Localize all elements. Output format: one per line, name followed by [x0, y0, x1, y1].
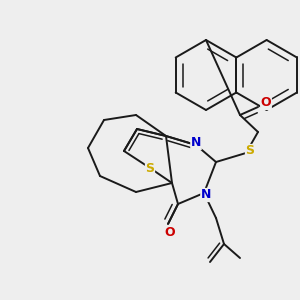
Text: O: O	[261, 97, 271, 110]
Text: S: S	[146, 161, 154, 175]
Text: S: S	[245, 145, 254, 158]
Text: N: N	[191, 136, 201, 149]
Text: N: N	[201, 188, 211, 202]
Text: O: O	[165, 226, 175, 238]
